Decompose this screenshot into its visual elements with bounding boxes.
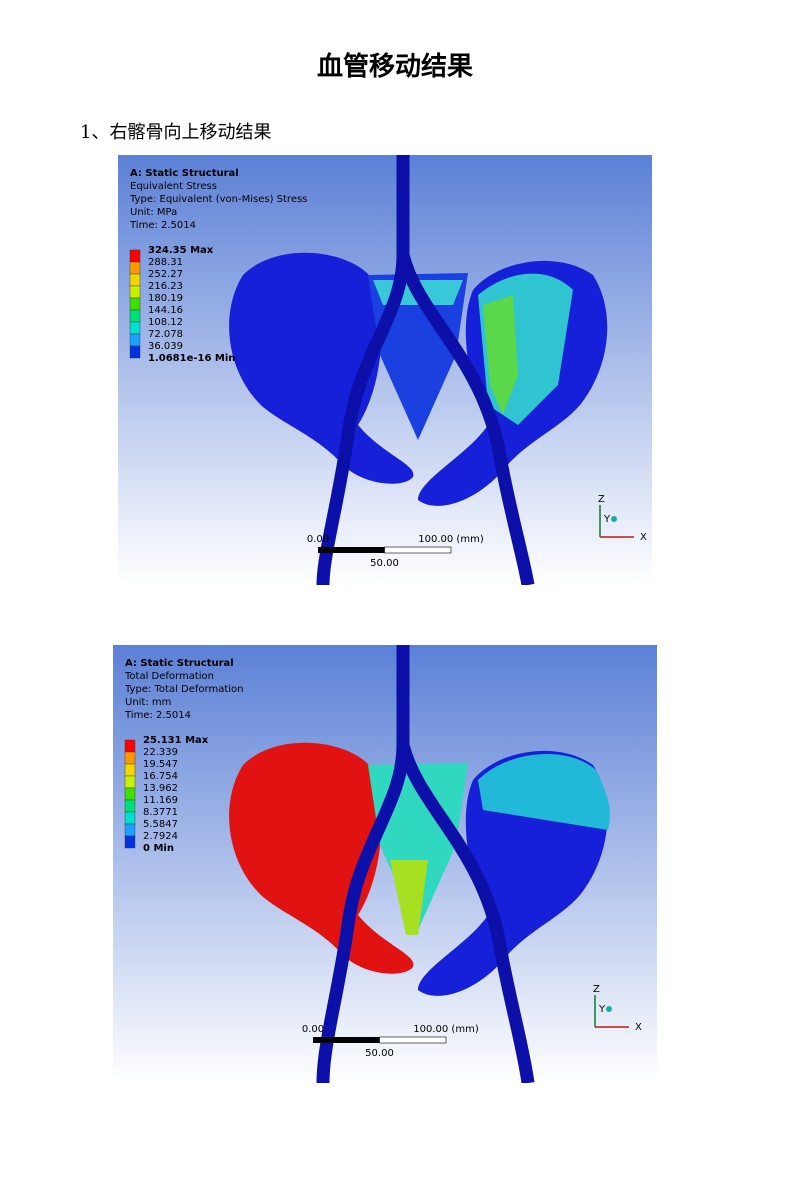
result-header: Type: Equivalent (von-Mises) Stress: [129, 194, 307, 205]
legend-label: 216.23: [148, 281, 183, 292]
result-header: Unit: mm: [125, 697, 171, 708]
legend-label: 25.131 Max: [143, 735, 209, 746]
legend-swatch: [124, 739, 136, 753]
legend-swatch: [124, 823, 136, 837]
result-header: Type: Total Deformation: [124, 684, 244, 695]
legend-label: 8.3771: [143, 807, 178, 818]
legend-label: 22.339: [143, 747, 178, 758]
scale-label: 0.00: [307, 534, 329, 545]
figure: A: Static Structural Equivalent Stress Typ…: [118, 155, 652, 585]
legend-label: 2.7924: [143, 831, 178, 842]
deformation-zone: [478, 753, 610, 830]
result-header: Unit: MPa: [130, 207, 177, 218]
legend-label: 11.169: [143, 795, 178, 806]
legend-swatch: [124, 751, 136, 765]
legend-swatch: [129, 285, 141, 299]
blood-vessel: [396, 743, 535, 1083]
scale-bar: [384, 546, 452, 554]
legend-swatch: [124, 763, 136, 777]
legend-label: 180.19: [148, 293, 183, 304]
legend-swatch: [124, 811, 136, 825]
scale-label: 100.00 (mm): [418, 534, 484, 545]
scale-bar: [313, 1037, 380, 1043]
coccyx: [390, 860, 428, 935]
axis-label: Z: [598, 494, 605, 505]
section-heading: 1、右髂骨向上移动结果: [80, 122, 272, 143]
axis-label: X: [640, 532, 647, 543]
legend-label: 252.27: [148, 269, 183, 280]
legend-label: 324.35 Max: [148, 245, 214, 256]
legend-swatch: [124, 799, 136, 813]
result-header: Equivalent Stress: [130, 181, 217, 192]
legend-label: 13.962: [143, 783, 178, 794]
legend-swatch: [124, 835, 136, 849]
legend-swatch: [129, 309, 141, 323]
legend-swatch: [129, 345, 141, 359]
legend-swatch: [124, 775, 136, 789]
blood-vessel: [316, 155, 410, 585]
legend-swatch: [129, 333, 141, 347]
legend-swatch: [129, 249, 141, 263]
figure: A: Static Structural Total Deformation Typ…: [113, 645, 657, 1083]
scale-label: 50.00: [365, 1048, 394, 1059]
scale-bar: [379, 1036, 447, 1044]
axis-y: [606, 1006, 612, 1012]
page-title: 血管移动结果: [316, 52, 473, 82]
scale-bar: [318, 547, 385, 553]
legend-swatch: [129, 321, 141, 335]
legend-label: 36.039: [148, 341, 183, 352]
left-ilium: [229, 742, 414, 974]
result-header: Time: 2.5014: [124, 710, 191, 721]
scale-label: 50.00: [370, 558, 399, 569]
scale-label: 0.00: [302, 1024, 324, 1035]
scale-label: 100.00 (mm): [413, 1024, 479, 1035]
result-header: A: Static Structural: [130, 168, 239, 179]
axis-y: [611, 516, 617, 522]
result-header: Time: 2.5014: [129, 220, 196, 231]
legend-swatch: [129, 261, 141, 275]
blood-vessel: [396, 253, 535, 585]
legend-label: 108.12: [148, 317, 183, 328]
axis-label: Y: [598, 1004, 606, 1015]
legend-label: 144.16: [148, 305, 183, 316]
legend-label: 0 Min: [143, 843, 174, 854]
axis-label: Z: [593, 984, 600, 995]
legend-swatch: [124, 787, 136, 801]
stress-peak: [483, 295, 518, 415]
left-ilium: [229, 252, 414, 484]
legend-label: 288.31: [148, 257, 183, 268]
legend-label: 1.0681e-16 Min: [148, 353, 235, 364]
axis-label: Y: [603, 514, 611, 525]
legend-swatch: [129, 297, 141, 311]
legend-swatch: [129, 273, 141, 287]
legend-label: 5.5847: [143, 819, 178, 830]
legend-label: 16.754: [143, 771, 178, 782]
result-header: A: Static Structural: [125, 658, 234, 669]
axis-label: X: [635, 1022, 642, 1033]
legend-label: 19.547: [143, 759, 178, 770]
result-header: Total Deformation: [124, 671, 214, 682]
legend-label: 72.078: [148, 329, 183, 340]
